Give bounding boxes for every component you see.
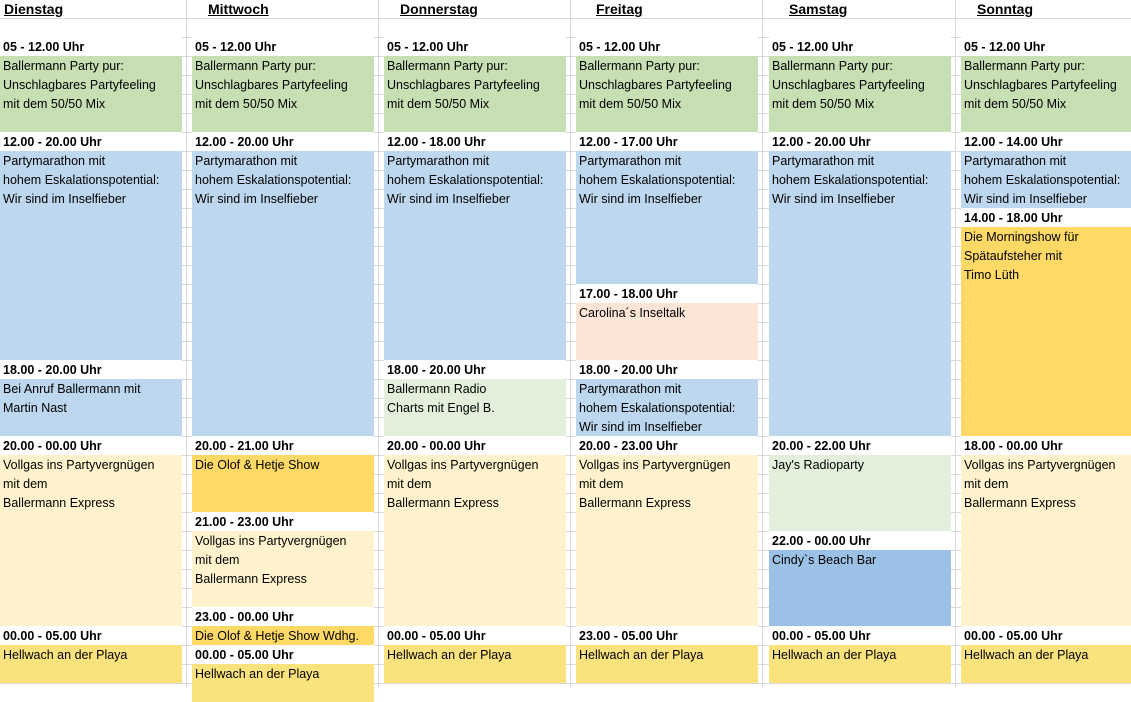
slot-time: 00.00 - 05.00 Uhr — [0, 626, 182, 645]
program-block: Partymarathon mit hohem Eskalationspoten… — [384, 151, 566, 360]
slot-time: 14.00 - 18.00 Uhr — [961, 208, 1131, 227]
grid-column-line — [762, 0, 763, 687]
program-block: Partymarathon mit hohem Eskalationspoten… — [576, 379, 758, 436]
grid-row-line — [0, 18, 1131, 19]
grid-column-line — [955, 0, 956, 687]
program-block: Ballermann Party pur: Unschlagbares Part… — [576, 56, 758, 132]
day-header-mittwoch: Mittwoch — [208, 1, 269, 17]
day-header-sonntag: Sonntag — [977, 1, 1033, 17]
slot-time: 12.00 - 17.00 Uhr — [576, 132, 758, 151]
program-block: Hellwach an der Playa — [384, 645, 566, 683]
grid-column-line — [378, 0, 379, 687]
slot-time: 18.00 - 20.00 Uhr — [0, 360, 182, 379]
grid-column-line — [570, 0, 571, 687]
slot-time: 05 - 12.00 Uhr — [576, 37, 758, 56]
program-block: Jay's Radioparty — [769, 455, 951, 531]
program-block: Partymarathon mit hohem Eskalationspoten… — [192, 151, 374, 436]
slot-time: 20.00 - 00.00 Uhr — [384, 436, 566, 455]
slot-time: 12.00 - 14.00 Uhr — [961, 132, 1131, 151]
slot-time: 00.00 - 05.00 Uhr — [192, 645, 374, 664]
day-header-freitag: Freitag — [596, 1, 643, 17]
slot-time: 12.00 - 20.00 Uhr — [769, 132, 951, 151]
grid-row-line — [0, 683, 1131, 684]
program-block: Vollgas ins Partyvergnügen mit dem Balle… — [384, 455, 566, 626]
grid-column-line — [186, 0, 187, 687]
slot-time: 22.00 - 00.00 Uhr — [769, 531, 951, 550]
program-block: Ballermann Party pur: Unschlagbares Part… — [961, 56, 1131, 132]
program-block: Die Olof & Hetje Show — [192, 455, 374, 512]
slot-time: 05 - 12.00 Uhr — [769, 37, 951, 56]
program-block: Partymarathon mit hohem Eskalationspoten… — [576, 151, 758, 284]
program-block: Hellwach an der Playa — [576, 645, 758, 683]
program-block: Bei Anruf Ballermann mit Martin Nast — [0, 379, 182, 436]
slot-time: 23.00 - 05.00 Uhr — [576, 626, 758, 645]
program-block: Die Olof & Hetje Show Wdhg. — [192, 626, 374, 645]
slot-time: 05 - 12.00 Uhr — [961, 37, 1131, 56]
program-block: Hellwach an der Playa — [961, 645, 1131, 683]
slot-time: 23.00 - 00.00 Uhr — [192, 607, 374, 626]
slot-time: 17.00 - 18.00 Uhr — [576, 284, 758, 303]
slot-time: 20.00 - 21.00 Uhr — [192, 436, 374, 455]
day-header-samstag: Samstag — [789, 1, 848, 17]
day-header-dienstag: Dienstag — [4, 1, 64, 17]
program-block: Ballermann Radio Charts mit Engel B. — [384, 379, 566, 436]
program-block: Partymarathon mit hohem Eskalationspoten… — [0, 151, 182, 360]
slot-time: 05 - 12.00 Uhr — [0, 37, 182, 56]
slot-time: 20.00 - 00.00 Uhr — [0, 436, 182, 455]
slot-time: 18.00 - 20.00 Uhr — [576, 360, 758, 379]
program-block: Vollgas ins Partyvergnügen mit dem Balle… — [961, 455, 1131, 626]
program-block: Carolina´s Inseltalk — [576, 303, 758, 360]
slot-time: 05 - 12.00 Uhr — [192, 37, 374, 56]
program-block: Vollgas ins Partyvergnügen mit dem Balle… — [576, 455, 758, 626]
slot-time: 00.00 - 05.00 Uhr — [384, 626, 566, 645]
slot-time: 18.00 - 20.00 Uhr — [384, 360, 566, 379]
slot-time: 00.00 - 05.00 Uhr — [769, 626, 951, 645]
slot-time: 20.00 - 23.00 Uhr — [576, 436, 758, 455]
slot-time: 12.00 - 18.00 Uhr — [384, 132, 566, 151]
program-block: Ballermann Party pur: Unschlagbares Part… — [192, 56, 374, 132]
slot-time: 12.00 - 20.00 Uhr — [0, 132, 182, 151]
program-block: Partymarathon mit hohem Eskalationspoten… — [769, 151, 951, 436]
program-block: Vollgas ins Partyvergnügen mit dem Balle… — [0, 455, 182, 626]
program-block: Ballermann Party pur: Unschlagbares Part… — [769, 56, 951, 132]
program-block: Vollgas ins Partyvergnügen mit dem Balle… — [192, 531, 374, 607]
slot-time: 05 - 12.00 Uhr — [384, 37, 566, 56]
slot-time: 12.00 - 20.00 Uhr — [192, 132, 374, 151]
slot-time: 18.00 - 00.00 Uhr — [961, 436, 1131, 455]
program-block: Die Morningshow für Spätaufsteher mit Ti… — [961, 227, 1131, 436]
program-block: Ballermann Party pur: Unschlagbares Part… — [0, 56, 182, 132]
program-block: Partymarathon mit hohem Eskalationspoten… — [961, 151, 1131, 208]
slot-time: 00.00 - 05.00 Uhr — [961, 626, 1131, 645]
program-block: Hellwach an der Playa — [769, 645, 951, 683]
program-block: Cindy`s Beach Bar — [769, 550, 951, 626]
program-block: Ballermann Party pur: Unschlagbares Part… — [384, 56, 566, 132]
slot-time: 20.00 - 22.00 Uhr — [769, 436, 951, 455]
slot-time: 21.00 - 23.00 Uhr — [192, 512, 374, 531]
program-block: Hellwach an der Playa — [192, 664, 374, 702]
program-block: Hellwach an der Playa — [0, 645, 182, 683]
day-header-donnerstag: Donnerstag — [400, 1, 478, 17]
